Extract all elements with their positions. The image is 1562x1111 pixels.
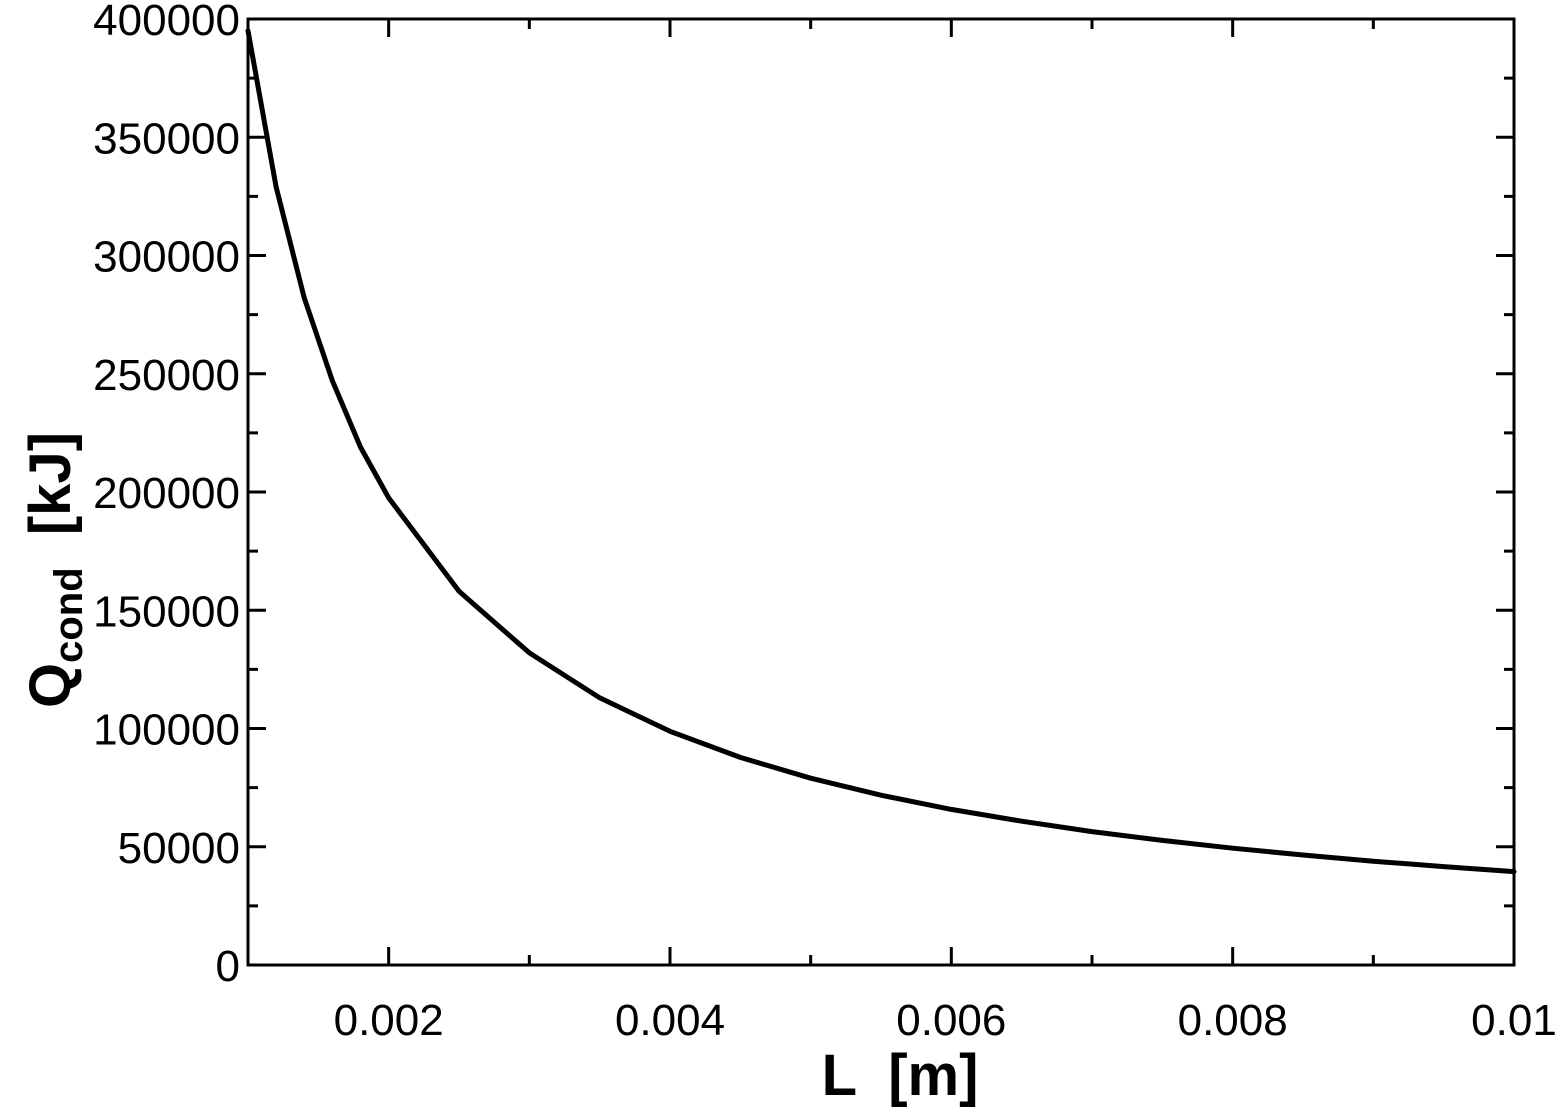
y-axis-title-main: Q <box>18 663 83 708</box>
plot-frame <box>246 17 1516 967</box>
y-axis-title: Qcond [kJ] <box>18 432 91 708</box>
x-tick-label: 0.006 <box>896 996 1006 1045</box>
x-tick-label: 0.01 <box>1471 996 1557 1045</box>
x-tick-label: 0.002 <box>334 996 444 1045</box>
y-tick-label: 100000 <box>93 706 240 755</box>
x-tick-label: 0.004 <box>615 996 725 1045</box>
series-line <box>245 28 1517 875</box>
y-tick-label: 200000 <box>93 469 240 518</box>
y-axis-title-subscript: cond <box>47 567 91 663</box>
y-tick-label: 0 <box>216 942 240 991</box>
x-axis-title: L [m] <box>822 1043 979 1108</box>
y-tick-label: 250000 <box>93 351 240 400</box>
y-tick-label: 400000 <box>93 0 240 45</box>
y-axis-title-unit: [kJ] <box>18 432 83 567</box>
x-tick-label: 0.008 <box>1178 996 1288 1045</box>
y-tick-label: 50000 <box>118 824 240 873</box>
y-tick-label: 150000 <box>93 587 240 636</box>
y-tick-label: 300000 <box>93 233 240 282</box>
axis-ticks <box>246 17 1516 967</box>
x-tick-labels: 0.002 0.004 0.006 0.008 0.01 <box>334 996 1557 1045</box>
y-tick-label: 350000 <box>93 114 240 163</box>
y-tick-labels: 0 50000 100000 150000 200000 250000 300000 3500… <box>93 0 240 991</box>
